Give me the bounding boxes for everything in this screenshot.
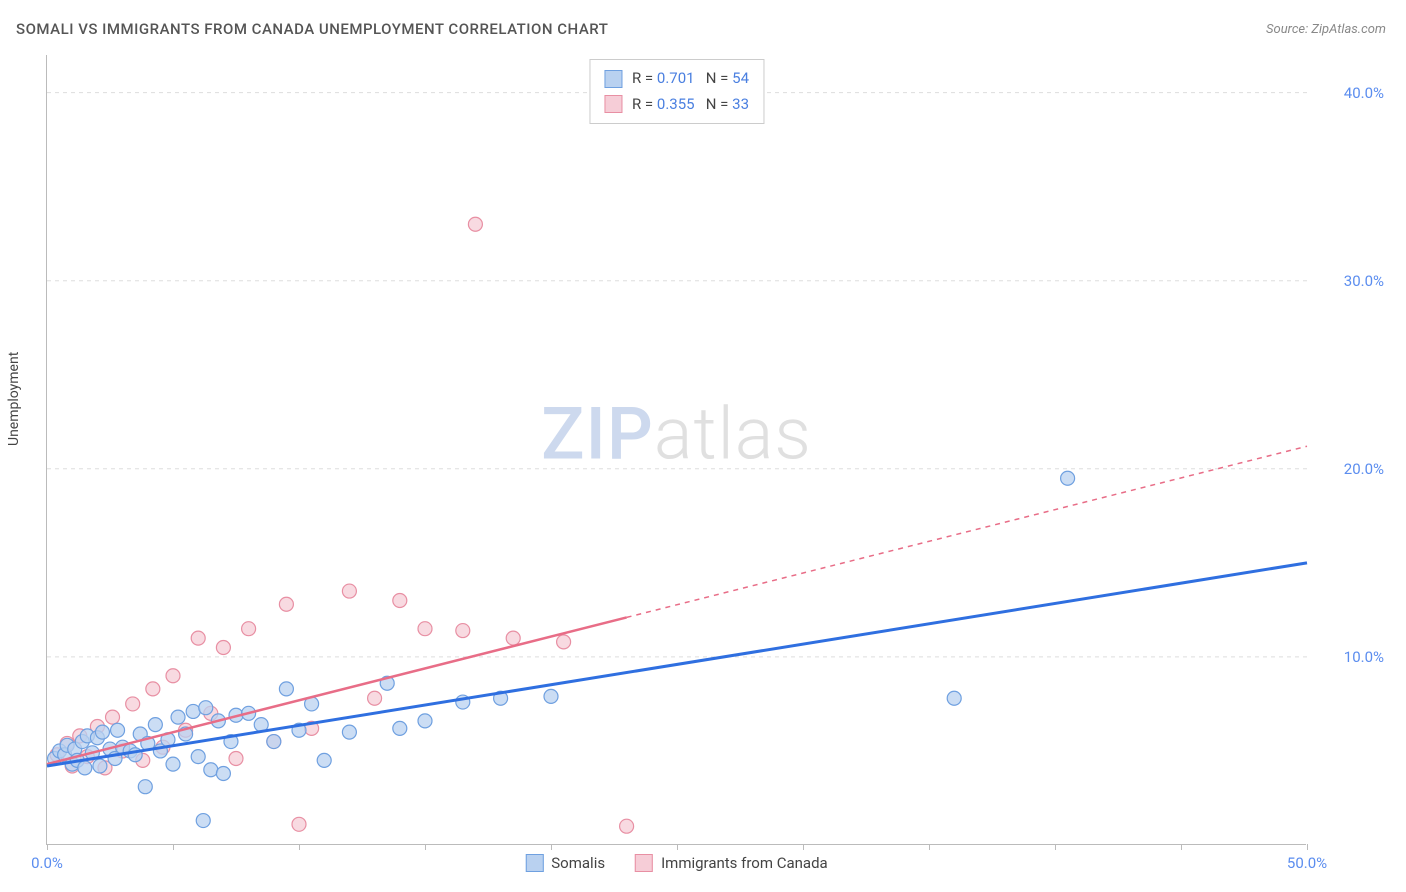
- legend-label-somalis: Somalis: [551, 854, 605, 872]
- legend-r-canada: R = 0.355 N = 33: [632, 92, 749, 118]
- swatch-canada: [604, 95, 622, 113]
- series-legend: Somalis Immigrants from Canada: [525, 854, 827, 872]
- chart-svg: [47, 55, 1306, 844]
- x-tick: [929, 844, 930, 850]
- x-tick: [299, 844, 300, 850]
- y-tick-label: 20.0%: [1344, 460, 1384, 478]
- x-tick: [47, 844, 48, 850]
- x-tick-label: 50.0%: [1287, 854, 1327, 872]
- source-attribution: Source: ZipAtlas.com: [1266, 22, 1386, 37]
- x-tick: [551, 844, 552, 850]
- legend-label-canada: Immigrants from Canada: [661, 854, 828, 872]
- legend-item-canada: Immigrants from Canada: [635, 854, 828, 872]
- x-tick: [425, 844, 426, 850]
- chart-title: SOMALI VS IMMIGRANTS FROM CANADA UNEMPLO…: [16, 20, 608, 38]
- swatch-somalis: [604, 70, 622, 88]
- x-tick: [1055, 844, 1056, 850]
- swatch-canada-bottom: [635, 854, 653, 872]
- legend-r-somalis: R = 0.701 N = 54: [632, 66, 749, 92]
- x-tick: [173, 844, 174, 850]
- legend-item-somalis: Somalis: [525, 854, 605, 872]
- plot-area: ZIPatlas 10.0%20.0%30.0%40.0% 0.0%50.0% …: [46, 55, 1306, 845]
- y-tick-label: 40.0%: [1344, 84, 1384, 102]
- legend-row-somalis: R = 0.701 N = 54: [604, 66, 749, 92]
- y-axis-label: Unemployment: [6, 352, 22, 446]
- x-tick: [677, 844, 678, 850]
- swatch-somalis-bottom: [525, 854, 543, 872]
- correlation-legend: R = 0.701 N = 54 R = 0.355 N = 33: [589, 59, 764, 124]
- y-tick-label: 30.0%: [1344, 272, 1384, 290]
- x-tick: [803, 844, 804, 850]
- x-tick-label: 0.0%: [31, 854, 63, 872]
- x-tick: [1181, 844, 1182, 850]
- x-tick: [1307, 844, 1308, 850]
- legend-row-canada: R = 0.355 N = 33: [604, 92, 749, 118]
- y-tick-label: 10.0%: [1344, 648, 1384, 666]
